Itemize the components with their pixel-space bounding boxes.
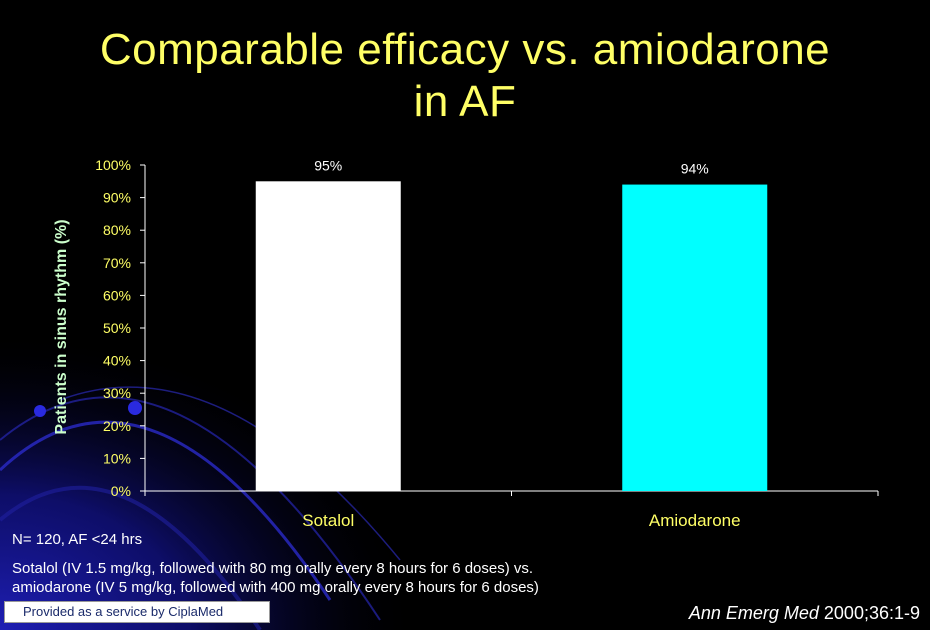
y-tick-label: 10% bbox=[103, 450, 131, 466]
y-tick-label: 40% bbox=[103, 353, 131, 369]
y-tick-label: 90% bbox=[103, 190, 131, 206]
dosing-note-line-1: Sotalol (IV 1.5 mg/kg, followed with 80 … bbox=[12, 560, 534, 577]
y-tick-label: 50% bbox=[103, 320, 131, 336]
slide-title: Comparable efficacy vs. amiodarone in AF bbox=[0, 24, 930, 128]
y-tick-label: 70% bbox=[103, 255, 131, 271]
y-axis-title: Patients in sinus rhythm (%) bbox=[53, 219, 70, 434]
chart-labels: 0% 10% 20% 30% 40% 50% 60% 70% 80% 90% 100% Patient… bbox=[53, 157, 741, 530]
dosing-note-line-2: amiodarone (IV 5 mg/kg, followed with 40… bbox=[12, 579, 539, 596]
y-tick-label: 100% bbox=[95, 157, 131, 173]
chart-axes bbox=[140, 164, 879, 496]
population-note: N= 120, AF <24 hrs bbox=[12, 531, 143, 548]
bar-sotalol bbox=[255, 181, 401, 492]
chart-bars bbox=[255, 181, 768, 492]
citation-journal: Ann Emerg Med bbox=[688, 603, 819, 623]
x-category-label: Amiodarone bbox=[649, 511, 741, 530]
citation-reference: 2000;36:1-9 bbox=[818, 603, 920, 623]
y-tick-label: 0% bbox=[111, 483, 131, 499]
y-tick-label: 30% bbox=[103, 385, 131, 401]
x-category-label: Sotalol bbox=[302, 511, 354, 530]
title-line-2: in AF bbox=[413, 77, 517, 126]
service-badge: Provided as a service by CiplaMed bbox=[4, 601, 270, 623]
y-tick-label: 60% bbox=[103, 287, 131, 303]
bar-value-label: 95% bbox=[314, 157, 342, 173]
bar-value-label: 94% bbox=[681, 161, 709, 177]
y-tick-label: 20% bbox=[103, 418, 131, 434]
y-tick-label: 80% bbox=[103, 222, 131, 238]
citation: Ann Emerg Med 2000;36:1-9 bbox=[689, 603, 920, 624]
title-line-1: Comparable efficacy vs. amiodarone bbox=[99, 25, 831, 74]
bar-amiodarone bbox=[622, 184, 768, 491]
